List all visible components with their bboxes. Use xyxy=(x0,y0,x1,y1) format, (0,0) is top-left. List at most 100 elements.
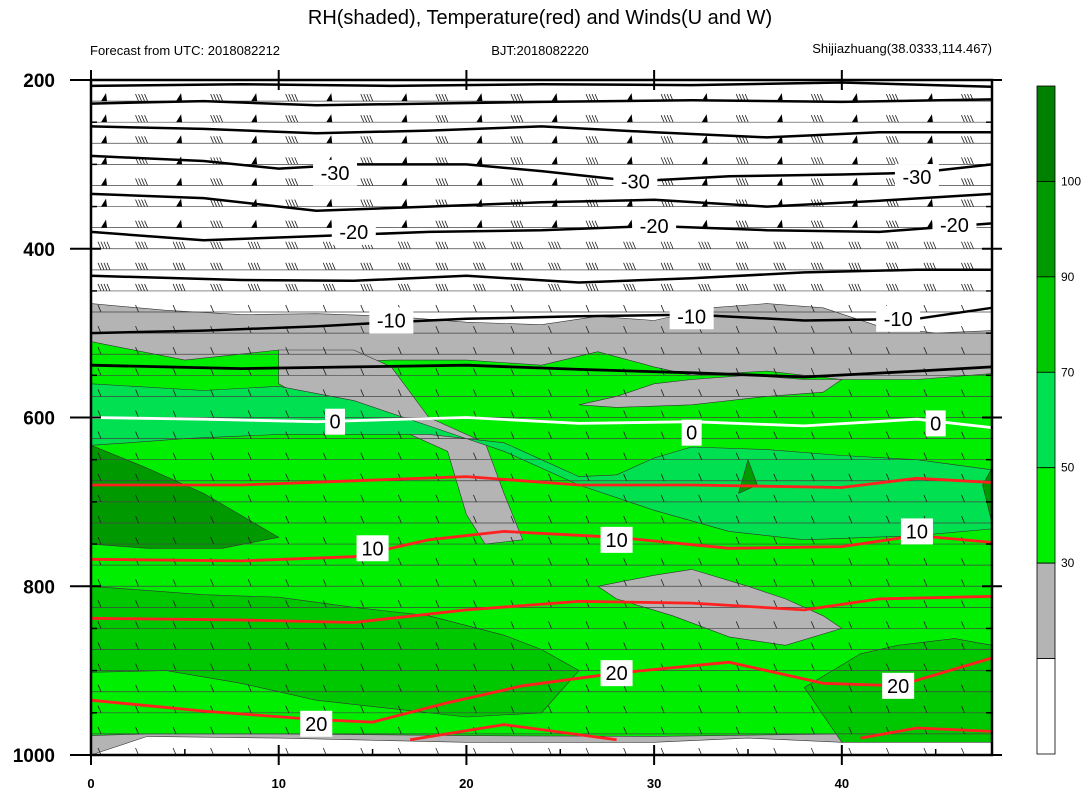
contour-label-box xyxy=(932,212,977,239)
wind-barb xyxy=(810,389,815,397)
wind-barb xyxy=(175,241,180,249)
wind-barb xyxy=(441,93,446,102)
wind-barb xyxy=(588,262,593,271)
wind-barb xyxy=(363,199,368,207)
wind-barb xyxy=(585,262,590,271)
wind-barb xyxy=(135,199,139,207)
wind-barb xyxy=(585,642,590,650)
wind-pennant xyxy=(326,114,333,123)
wind-barb xyxy=(554,241,558,249)
wind-barb xyxy=(744,115,749,123)
wind-barb xyxy=(735,557,740,566)
wind-barb xyxy=(144,136,148,144)
wind-barb xyxy=(895,136,899,144)
wind-barb xyxy=(285,431,290,439)
wind-barb xyxy=(219,262,223,271)
wind-barb xyxy=(322,389,327,397)
wind-barb xyxy=(97,684,102,692)
wind-barb xyxy=(961,241,965,249)
wind-barb xyxy=(291,157,296,165)
wind-barb xyxy=(701,241,706,249)
wind-barb xyxy=(473,410,477,418)
wind-barb xyxy=(103,241,108,249)
wind-barb xyxy=(288,178,293,186)
wind-barb xyxy=(135,241,139,249)
wind-barb xyxy=(810,347,815,355)
wind-barb xyxy=(961,494,965,503)
wind-barb xyxy=(551,283,555,292)
wind-barb xyxy=(369,283,374,292)
wind-pennant xyxy=(326,219,333,228)
wind-barb xyxy=(325,241,330,249)
temperature-contour-15 xyxy=(409,723,617,742)
wind-barb xyxy=(291,93,296,102)
wind-pennant xyxy=(176,135,183,144)
wind-barb xyxy=(210,136,214,144)
wind-barb xyxy=(773,536,778,545)
wind-pennant xyxy=(926,156,933,165)
wind-barb xyxy=(519,93,524,102)
wind-barb xyxy=(181,241,186,249)
y-tick-label: 1000 xyxy=(13,746,55,767)
temperature-contour-2 xyxy=(90,98,993,107)
wind-barb xyxy=(363,115,368,123)
wind-barb xyxy=(516,136,521,144)
wind-barb xyxy=(135,600,139,608)
wind-barb xyxy=(819,241,824,249)
wind-barb xyxy=(482,241,486,249)
wind-barb xyxy=(773,431,778,439)
contour-label: 10 xyxy=(906,521,928,543)
wind-barb xyxy=(247,600,252,608)
wind-barb xyxy=(294,178,299,186)
wind-barb xyxy=(810,115,815,123)
wind-barb xyxy=(967,136,971,144)
wind-pennant xyxy=(851,93,858,102)
temperature-contour-13 xyxy=(90,595,993,624)
wind-barb xyxy=(360,684,365,692)
wind-barb xyxy=(848,410,853,418)
wind-barb xyxy=(735,325,740,334)
wind-barb xyxy=(591,115,596,123)
wind-barb xyxy=(473,241,477,249)
wind-barb xyxy=(735,304,740,313)
wind-barb xyxy=(438,220,443,228)
contour-label-box xyxy=(613,168,658,195)
wind-barb xyxy=(135,93,139,102)
wind-pennant xyxy=(626,156,633,165)
wind-barb xyxy=(585,536,590,545)
wind-barb xyxy=(435,220,440,228)
wind-barb xyxy=(773,726,778,735)
wind-barb xyxy=(585,494,590,503)
wind-barb xyxy=(141,220,145,228)
wind-barb xyxy=(851,241,856,249)
wind-barb xyxy=(895,283,899,292)
wind-barb xyxy=(97,262,102,271)
wind-barb xyxy=(138,262,142,271)
wind-barb xyxy=(810,515,815,524)
wind-barb xyxy=(135,304,139,313)
wind-barb xyxy=(210,494,214,503)
wind-barb xyxy=(585,347,590,355)
wind-barb xyxy=(328,262,333,271)
wind-barb xyxy=(660,494,665,503)
wind-barb xyxy=(510,536,515,545)
wind-barb xyxy=(291,115,296,123)
wind-barb xyxy=(219,93,223,102)
wind-barb xyxy=(247,304,252,313)
wind-barb xyxy=(813,178,818,186)
wind-barb xyxy=(886,136,890,144)
wind-barb xyxy=(397,600,402,608)
wind-barb xyxy=(473,431,477,439)
wind-barb xyxy=(285,389,290,397)
contour-label: 20 xyxy=(887,676,909,698)
wind-barb xyxy=(594,93,599,102)
wind-barb xyxy=(250,283,255,292)
wind-barb xyxy=(886,157,890,165)
wind-barb xyxy=(848,473,853,481)
wind-barb xyxy=(585,325,590,334)
wind-barb xyxy=(473,705,477,713)
wind-barb xyxy=(213,93,217,102)
wind-barb xyxy=(585,220,590,228)
wind-barb xyxy=(510,389,515,397)
wind-barb xyxy=(322,494,327,503)
